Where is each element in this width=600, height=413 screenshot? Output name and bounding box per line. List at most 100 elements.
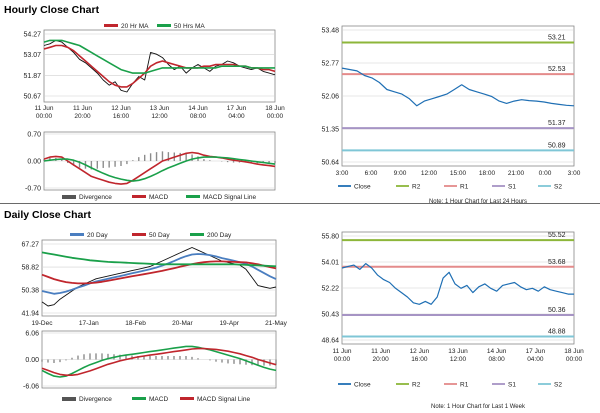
hourly-price-x-tick: 11 Jun [34,105,53,112]
daily-levels-x-tick: 00:00 [334,356,351,363]
hourly-levels-level-label-s2: 50.89 [548,142,566,149]
daily-levels-close-line [341,263,574,305]
daily-levels-x-tick: 08:00 [489,356,506,363]
hourly-price-y-tick: 50.67 [23,94,41,101]
daily-legend-macd-label: MACD [149,396,168,403]
daily-levels-x-tick: 12 Jun [410,348,430,355]
daily-levels-x-tick: 16:00 [411,356,428,363]
daily-legend-divergence-label: Divergence [79,396,112,403]
hourly-price-x-tick: 20:00 [74,113,91,120]
daily-price-y-tick: 50.38 [21,288,39,295]
daily-levels-y-tick: 54.01 [321,260,339,267]
daily-price-y-tick: 58.82 [21,265,39,272]
hourly-price-series-50-hrs-ma [43,39,275,74]
hourly-macd-y-tick: 0.00 [27,159,41,166]
daily-levels-x-tick: 13 Jun [448,348,468,355]
daily-macd-line [41,345,277,378]
hourly-price-x-tick: 18 Jun [265,105,285,112]
hourly-price-series-price [43,39,276,93]
hourly-legend-50hr-swatch [157,24,171,27]
hourly-price-x-tick: 04:00 [228,113,245,120]
hourly-legend-signal-label: MACD Signal Line [203,194,256,201]
daily-levels-level-label-s2: 48.88 [548,329,566,336]
hourly-price-x-tick: 16:00 [113,113,130,120]
daily-price-y-tick: 67.27 [21,242,39,249]
hourly-levels-legend-label-close: Close [354,184,371,191]
hourly-signal-line [43,156,276,182]
daily-macd-y-tick: 0.00 [25,357,39,364]
daily-levels-level-label-s1: 50.36 [548,307,566,314]
daily-section-title: Daily Close Chart [4,209,91,221]
daily-levels-level-label-r1: 53.68 [548,259,566,266]
daily-macd-y-tick: -6.06 [23,384,39,391]
daily-legend-divergence-swatch [62,397,76,401]
hourly-legend-macd-label: MACD [149,194,168,201]
daily-levels-legend-label-r2: R2 [412,382,421,389]
daily-levels-y-tick: 48.64 [321,338,339,345]
daily-price-series-price [41,247,277,307]
daily-price-x-tick: 19-Apr [219,320,239,327]
daily-legend-20day-label: 20 Day [87,232,108,239]
hourly-price-x-tick: 12 Jun [111,105,131,112]
hourly-legend-20hr-swatch [104,24,118,27]
daily-price-series-50-day [41,260,277,285]
hourly-levels-x-tick: 18:00 [479,170,496,177]
hourly-price-x-tick: 13 Jun [150,105,170,112]
hourly-levels-y-tick: 53.48 [321,28,339,35]
daily-levels-x-tick: 11 Jun [371,348,390,355]
daily-levels-y-tick: 52.22 [321,286,339,293]
daily-price-y-tick: 41.94 [21,311,39,318]
daily-levels-legend-label-s1: S1 [508,382,516,389]
daily-price-series-200-day [41,251,277,268]
daily-price-frame [41,239,277,317]
daily-price-x-tick: 19-Dec [32,320,54,327]
hourly-macd-y-tick: 0.70 [27,132,41,139]
hourly-price-x-tick: 14 Jun [188,105,208,112]
hourly-price-x-tick: 00:00 [267,113,284,120]
daily-levels-x-tick: 20:00 [373,356,390,363]
daily-legend-macd-swatch [132,397,146,400]
hourly-price-y-tick: 51.87 [23,73,41,80]
daily-legend-signal-label: MACD Signal Line [197,396,250,403]
daily-levels-y-tick: 55.80 [321,234,339,241]
daily-legend-50day-label: 50 Day [149,232,170,239]
hourly-price-x-tick: 17 Jun [227,105,247,112]
daily-macd-y-tick: 6.06 [25,331,39,338]
hourly-levels-y-tick: 50.64 [321,160,339,167]
hourly-price-x-tick: 00:00 [36,113,53,120]
daily-levels-x-tick: 11 Jun [332,348,351,355]
hourly-levels-x-tick: 9:00 [394,170,407,177]
hourly-levels-x-tick: 12:00 [421,170,438,177]
daily-levels-legend-label-s2: S2 [554,382,562,389]
daily-price-x-tick: 21-May [265,320,287,327]
hourly-levels-y-tick: 51.35 [321,127,339,134]
hourly-levels-x-tick: 21:00 [508,170,525,177]
daily-levels-note: Note: 1 Hour Chart for Last 1 Week [431,404,526,410]
daily-levels-y-tick: 50.43 [321,312,339,319]
hourly-levels-legend-label-s2: S2 [554,184,562,191]
hourly-price-y-tick: 53.07 [23,52,41,59]
hourly-levels-y-tick: 52.77 [321,61,339,68]
hourly-levels-note: Note: 1 Hour Chart for Last 24 Hours [429,199,527,205]
daily-legend-signal-swatch [180,397,194,400]
hourly-macd-y-tick: -0.70 [25,186,41,193]
daily-levels-x-tick: 04:00 [527,356,544,363]
daily-levels-x-tick: 14 Jun [487,348,507,355]
daily-price-x-tick: 20-Mar [172,320,193,327]
hourly-levels-level-label-s1: 51.37 [548,120,566,127]
daily-signal-line [41,347,277,376]
daily-levels-x-tick: 18 Jun [564,348,584,355]
hourly-price-frame [43,29,276,103]
hourly-price-x-tick: 12:00 [151,113,168,120]
daily-levels-x-tick: 00:00 [566,356,583,363]
daily-legend-200day-label: 200 Day [207,232,232,239]
hourly-price-y-tick: 54.27 [23,32,41,39]
hourly-levels-y-tick: 52.06 [321,94,339,101]
daily-price-series-20-day [41,253,277,295]
daily-legend-50day-swatch [132,233,146,236]
daily-levels-x-tick: 12:00 [450,356,467,363]
hourly-legend-50hr-label: 50 Hrs MA [174,23,205,30]
hourly-levels-legend-label-r2: R2 [412,184,421,191]
daily-price-x-tick: 17-Jan [79,320,99,327]
